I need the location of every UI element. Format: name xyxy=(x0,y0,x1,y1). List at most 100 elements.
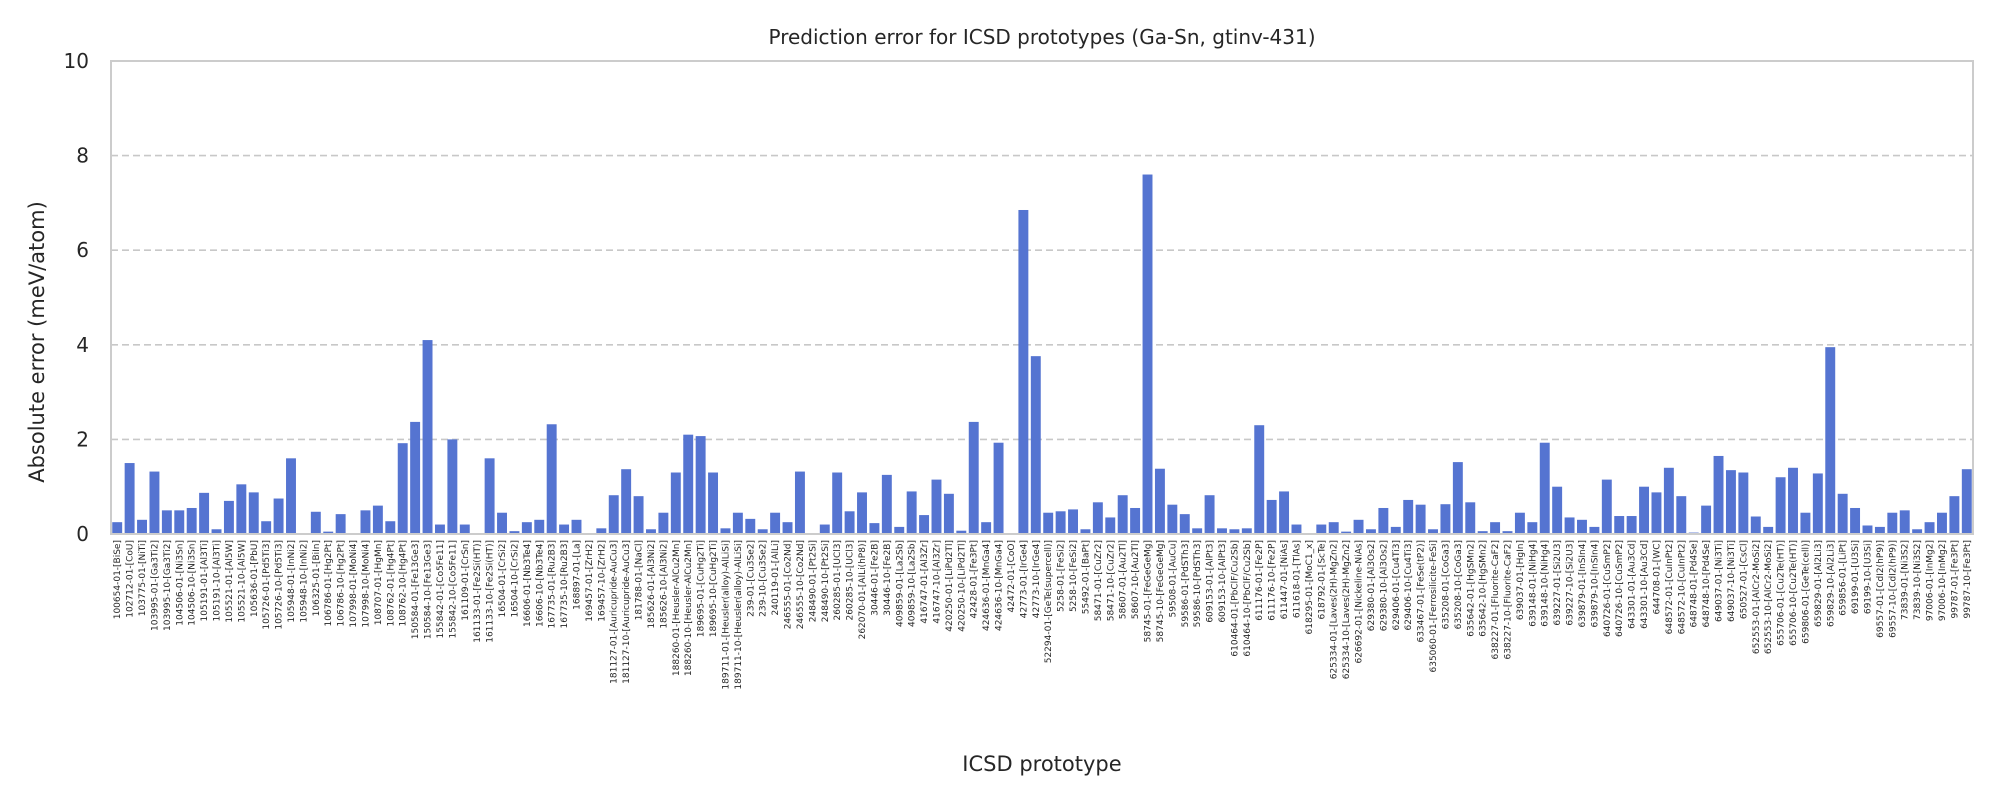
bar xyxy=(1502,531,1513,534)
x-tick-label: 167735-10-[Ru2B3] xyxy=(560,540,570,629)
x-tick-label: 643301-10-[Au3Cd] xyxy=(1640,540,1650,629)
x-tick-label: 108707-01-[HgMn] xyxy=(374,540,384,625)
x-tick-label: 16606-10-[Nb3Te4] xyxy=(535,540,545,627)
y-tick-labels: 0 2 4 6 8 10 xyxy=(64,49,89,546)
bar xyxy=(621,469,632,534)
x-tick-label: 640726-01-[CuSmP2] xyxy=(1603,540,1613,637)
bar xyxy=(1825,347,1836,534)
bar xyxy=(1539,442,1550,534)
bar xyxy=(819,524,830,534)
bar xyxy=(1204,495,1215,534)
x-tick-label: 161133-10-[Fe2Si(HT)] xyxy=(486,540,496,643)
bar xyxy=(1862,525,1873,534)
bar xyxy=(223,500,234,534)
x-tick-label: 58745-10-[FeGeGeMg] xyxy=(1156,540,1166,642)
x-tick-label: 58607-01-[Au2Tl] xyxy=(1119,540,1129,619)
x-tick-label: 240119-01-[AlLi] xyxy=(771,540,781,616)
bar xyxy=(1217,528,1227,534)
x-tick-label: 639037-01-[HgIn] xyxy=(1516,540,1526,620)
bar xyxy=(1279,491,1290,534)
x-tick-label: 105521-01-[Al5W] xyxy=(225,540,235,623)
bar xyxy=(894,526,905,534)
x-tick-label: 640726-10-[CuSmP2] xyxy=(1615,540,1625,637)
bar xyxy=(857,492,867,534)
x-tick-label: 181127-10-[Auricupride-AuCu3] xyxy=(622,540,632,684)
bar xyxy=(273,498,284,534)
bar xyxy=(186,507,197,534)
bar xyxy=(608,495,619,534)
bar xyxy=(385,521,396,534)
x-tick-label: 648748-01-[Pd4Se] xyxy=(1690,540,1700,627)
bar xyxy=(881,474,892,534)
bar xyxy=(1601,479,1612,534)
x-tick-label: 161133-01-[Fe2Si(HT)] xyxy=(473,540,483,643)
x-tick-label: 103995-10-[Ga3Ti2] xyxy=(163,540,173,631)
x-tick-label: 105726-10-[Pd5Ti3] xyxy=(275,540,285,630)
bar xyxy=(993,442,1004,534)
bar xyxy=(360,510,371,534)
x-tick-label: 611176-10-[Fe2P] xyxy=(1268,540,1278,621)
x-tick-label: 167735-01-[Ru2B3] xyxy=(548,540,558,629)
y-tick-label: 4 xyxy=(76,333,89,357)
y-tick-label: 2 xyxy=(76,427,89,451)
bar xyxy=(397,443,408,534)
x-tick-label: 239-10-[Cu3Se2] xyxy=(759,540,769,617)
x-tick-label: 30446-10-[Fe2B] xyxy=(883,540,893,616)
bar xyxy=(732,512,743,534)
x-tick-label: 59586-10-[PdSTh3] xyxy=(1193,540,1203,627)
bar xyxy=(559,524,570,534)
x-tick-label: 189695-01-[CuHg2Ti] xyxy=(697,540,707,637)
bar xyxy=(310,511,321,534)
bar xyxy=(770,512,781,534)
bar xyxy=(745,518,756,534)
bar xyxy=(1428,529,1438,534)
x-tick-label: 611618-01-[TlAs] xyxy=(1292,540,1302,618)
bar xyxy=(1465,502,1476,534)
x-tick-label: 659856-01-[LiPt] xyxy=(1839,540,1849,616)
bar xyxy=(1192,528,1203,534)
x-tick-label: 107998-10-[MoNi4] xyxy=(361,540,371,628)
bar xyxy=(1068,509,1078,534)
y-tick-label: 0 xyxy=(76,522,89,546)
bar xyxy=(1365,529,1376,534)
bar xyxy=(1415,504,1426,534)
x-tick-label: 424636-10-[MnGa4] xyxy=(995,540,1005,631)
bar xyxy=(1117,495,1128,534)
x-tick-label: 626692-01-[Nickeline-NiAs] xyxy=(1355,540,1365,664)
x-tick-label: 609153-10-[AlPt3] xyxy=(1218,540,1228,623)
x-tick-label: 188260-01-[Heusler-AlCu2Mn] xyxy=(672,540,682,676)
bar xyxy=(832,472,843,534)
x-tick-label: 161109-01-[CrSn] xyxy=(461,540,471,621)
x-tick-label: 42773-10-[IrGe4] xyxy=(1032,540,1042,618)
bar xyxy=(422,340,433,534)
bar xyxy=(1328,522,1339,534)
bar xyxy=(1589,526,1600,534)
bar xyxy=(1477,531,1488,534)
bar xyxy=(708,472,719,534)
bar xyxy=(1949,496,1960,534)
x-tick-label: 97006-01-[InMg2] xyxy=(1926,540,1936,621)
x-tick-label: 105521-10-[Al5W] xyxy=(237,540,247,623)
bar xyxy=(720,528,731,534)
bar xyxy=(1105,517,1116,534)
bar xyxy=(1961,469,1972,534)
bar xyxy=(1763,526,1774,534)
bar xyxy=(1788,467,1798,534)
x-tick-label: 420250-10-[LiPd2Tl] xyxy=(957,540,967,632)
x-tick-label: 635060-01-[Ferrosilicite-FeSi] xyxy=(1429,540,1439,673)
x-tick-label: 189695-10-[CuHg2Ti] xyxy=(709,540,719,637)
x-tick-label: 16606-01-[Nb3Te4] xyxy=(523,540,533,627)
x-tick-label: 638227-10-[Fluorite-CaF2] xyxy=(1504,540,1514,659)
bar xyxy=(447,439,458,534)
bar xyxy=(199,492,210,534)
bar xyxy=(1254,425,1265,534)
bar xyxy=(1750,516,1761,534)
x-tick-label: 629406-10-[Cu4Ti3] xyxy=(1404,540,1414,631)
bar xyxy=(869,523,880,534)
x-tick-label: 652553-01-[AlCr2-MoSi2] xyxy=(1752,540,1762,654)
x-tick-label: 73839-10-[Ni3S2] xyxy=(1913,540,1923,620)
bar xyxy=(844,511,855,534)
x-tick-label: 105636-01-[PbU] xyxy=(250,540,260,617)
bar xyxy=(1837,493,1848,534)
